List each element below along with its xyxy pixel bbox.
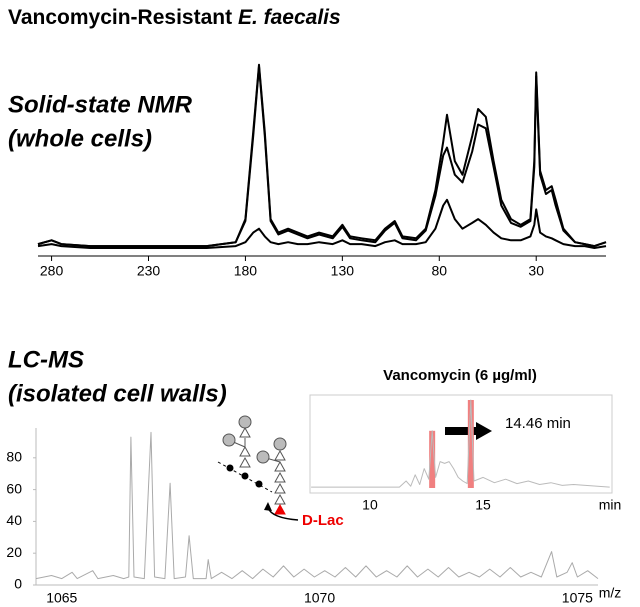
panel-label: (whole cells) — [8, 125, 152, 152]
x-tick-label: 130 — [331, 263, 355, 279]
data-line — [37, 198, 607, 249]
highlight-band — [429, 430, 436, 488]
x-tick-label: 1070 — [304, 590, 335, 606]
y-tick-label: 80 — [6, 449, 22, 465]
x-tick-label: 15 — [475, 497, 491, 513]
x-axis-label: m/z — [599, 585, 622, 601]
x-tick-label: 1065 — [46, 590, 77, 606]
structure-label: D-Lac — [302, 512, 344, 529]
x-tick-label: 230 — [137, 263, 161, 279]
x-tick-label: 280 — [40, 263, 64, 279]
panel-label: (isolated cell walls) — [8, 380, 227, 407]
x-tick-label: 180 — [234, 263, 258, 279]
inset-frame — [309, 394, 613, 494]
x-tick-label: 80 — [431, 263, 447, 279]
y-tick-label: 60 — [6, 480, 22, 496]
inset-title: Vancomycin (6 µg/ml) — [383, 367, 537, 384]
y-tick-label: 0 — [14, 576, 22, 592]
y-tick-label: 20 — [6, 544, 22, 560]
data-line — [35, 431, 599, 580]
x-axis-label: min — [599, 497, 622, 513]
figure-title: Vancomycin-Resistant E. faecalis — [8, 6, 341, 29]
panel-label: Solid-state NMR — [8, 91, 193, 118]
data-line — [37, 65, 607, 248]
x-tick-label: 10 — [362, 497, 378, 513]
panel-label: LC-MS — [8, 346, 84, 373]
annotation: 14.46 min — [505, 415, 571, 432]
title-main: Vancomycin-Resistant — [8, 6, 232, 29]
data-line — [311, 399, 610, 488]
x-tick-label: 1075 — [562, 590, 593, 606]
y-tick-label: 40 — [6, 512, 22, 528]
x-tick-label: 30 — [528, 263, 544, 279]
glycan-structure — [217, 415, 299, 521]
highlight-band — [467, 400, 474, 488]
title-species: E. faecalis — [238, 6, 341, 29]
